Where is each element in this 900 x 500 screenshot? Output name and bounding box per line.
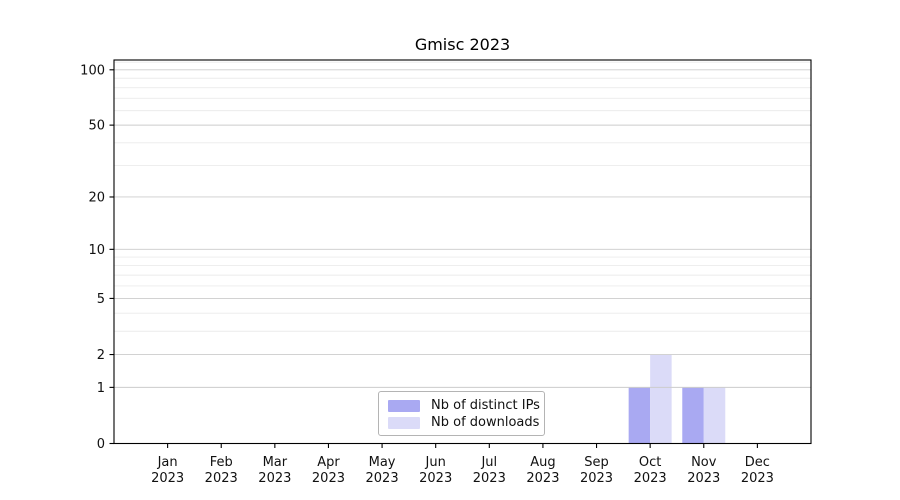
legend: Nb of distinct IPs Nb of downloads xyxy=(378,391,545,436)
y-tick-label: 2 xyxy=(97,348,105,363)
x-tick-label-year: 2023 xyxy=(741,471,774,486)
bar-oct-series1 xyxy=(650,354,672,444)
bar-nov-series0 xyxy=(682,387,704,444)
x-tick-label-year: 2023 xyxy=(366,471,399,486)
x-tick-label-year: 2023 xyxy=(258,471,291,486)
y-tick-label: 5 xyxy=(97,292,105,307)
x-tick-label-year: 2023 xyxy=(526,471,559,486)
x-tick-label-month: Aug xyxy=(530,455,555,470)
y-tick-label: 0 xyxy=(97,437,105,452)
chart-title: Gmisc 2023 xyxy=(414,35,511,54)
x-tick-label-year: 2023 xyxy=(205,471,238,486)
x-tick-label-month: Dec xyxy=(745,455,770,470)
legend-label-distinct-ips: Nb of distinct IPs xyxy=(431,398,540,413)
x-tick-label-year: 2023 xyxy=(634,471,667,486)
legend-swatch-downloads xyxy=(388,416,420,429)
y-tick-label: 20 xyxy=(88,190,105,205)
legend-item-distinct-ips: Nb of distinct IPs xyxy=(388,397,540,414)
x-tick-label-month: Nov xyxy=(691,455,717,470)
x-tick-label-year: 2023 xyxy=(419,471,452,486)
y-tick-label: 100 xyxy=(80,63,105,78)
x-tick-label-month: Jan xyxy=(157,455,178,470)
x-tick-label-year: 2023 xyxy=(473,471,506,486)
x-tick-label-year: 2023 xyxy=(151,471,184,486)
x-tick-label-month: May xyxy=(369,455,396,470)
legend-label-downloads: Nb of downloads xyxy=(431,415,540,430)
x-tick-label-year: 2023 xyxy=(580,471,613,486)
x-tick-label-month: Mar xyxy=(263,455,288,470)
y-tick-label: 1 xyxy=(97,381,105,396)
bar-nov-series1 xyxy=(703,387,726,444)
y-tick-label: 10 xyxy=(88,243,105,258)
y-tick-label: 50 xyxy=(88,119,105,134)
legend-swatch-distinct-ips xyxy=(388,399,420,412)
x-tick-label-year: 2023 xyxy=(687,471,720,486)
x-tick-label-year: 2023 xyxy=(312,471,345,486)
x-tick-label-month: Jun xyxy=(425,455,446,470)
x-tick-label-month: Jul xyxy=(480,455,497,470)
plot-border xyxy=(113,59,812,445)
x-tick-label-month: Oct xyxy=(639,455,661,470)
x-tick-label-month: Apr xyxy=(317,455,340,470)
bar-oct-series0 xyxy=(628,387,651,444)
x-tick-label-month: Feb xyxy=(210,455,233,470)
legend-item-downloads: Nb of downloads xyxy=(388,414,539,431)
x-tick-label-month: Sep xyxy=(584,455,609,470)
